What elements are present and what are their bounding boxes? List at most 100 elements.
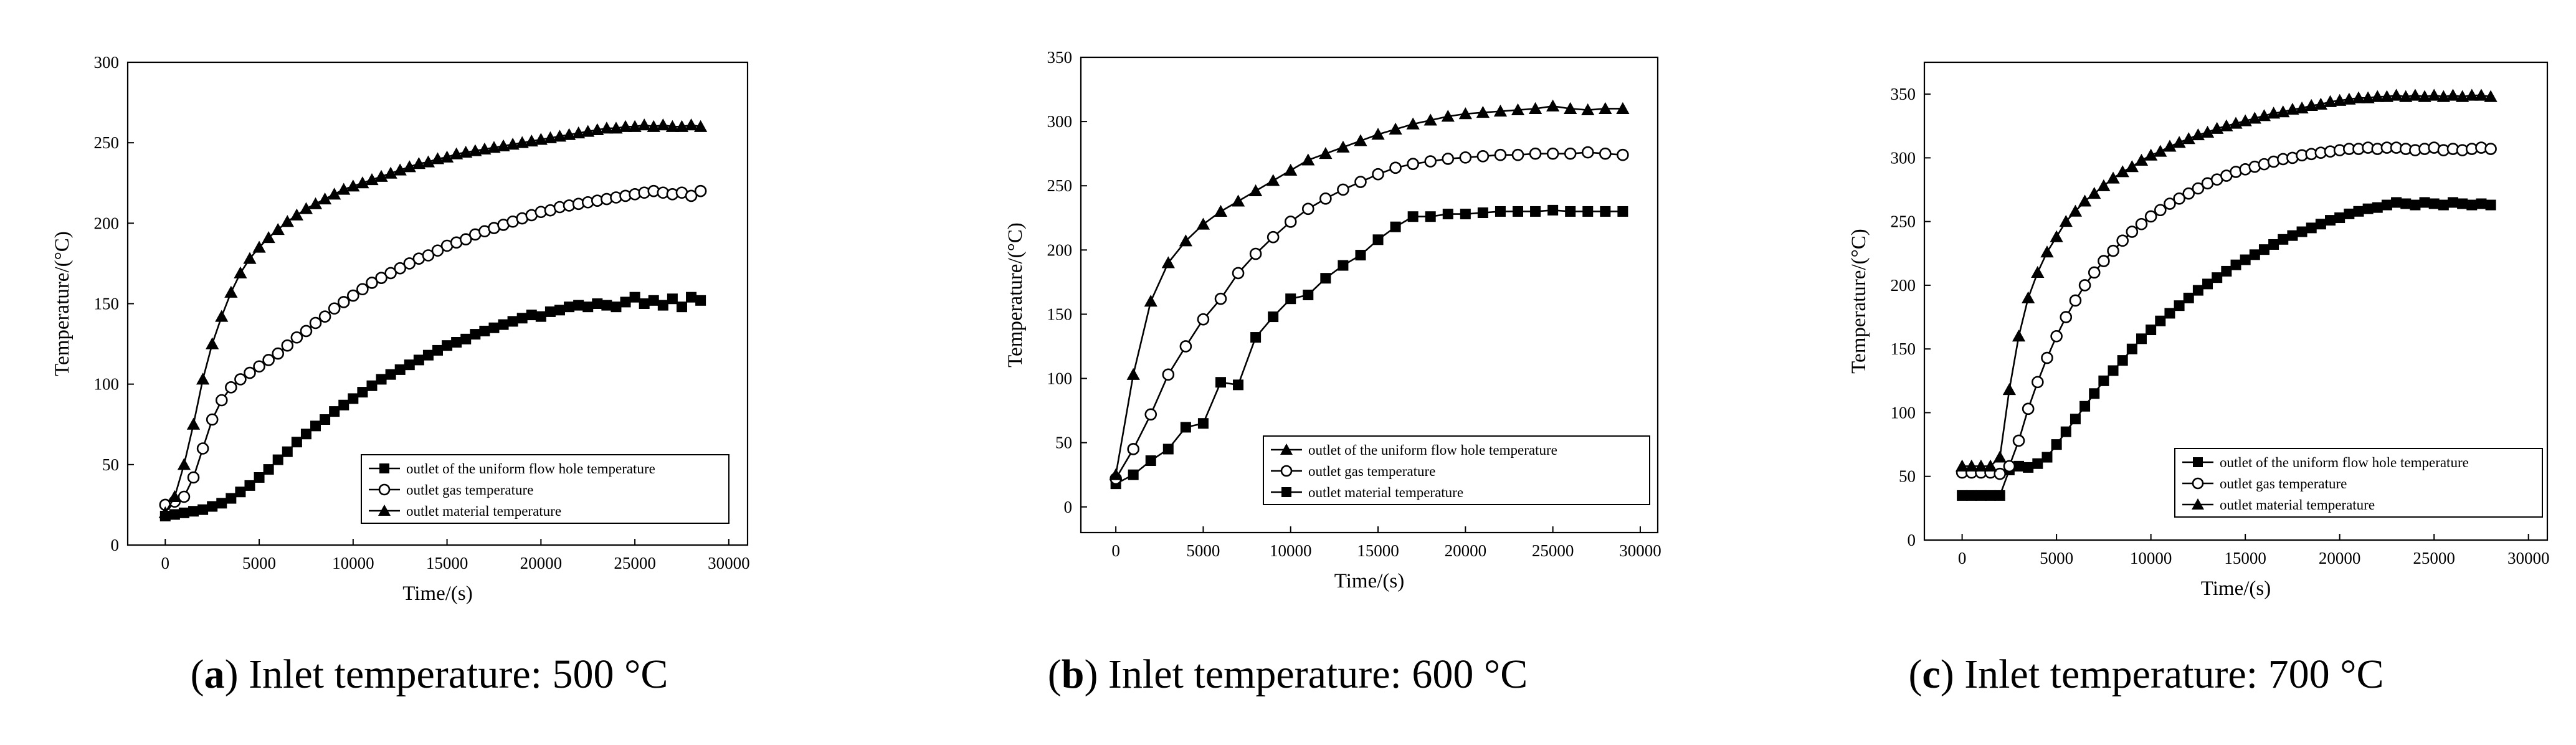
data-point xyxy=(581,125,595,137)
data-point xyxy=(1214,204,1228,217)
data-point xyxy=(600,121,614,134)
data-point xyxy=(1162,444,1174,455)
data-point xyxy=(2078,194,2092,207)
data-point xyxy=(1285,293,1296,305)
data-point xyxy=(619,120,632,132)
data-point xyxy=(1267,174,1280,186)
data-point xyxy=(207,501,218,512)
data-point xyxy=(422,349,434,361)
data-point xyxy=(648,295,659,306)
data-point xyxy=(1389,122,1402,135)
data-point xyxy=(487,141,501,153)
data-point xyxy=(1267,230,1280,244)
data-point xyxy=(2155,315,2166,326)
data-point xyxy=(2172,136,2186,148)
data-point xyxy=(2144,148,2158,161)
legend-b: outlet of the uniform flow hole temperat… xyxy=(1263,435,1650,505)
y-tick-label: 250 xyxy=(1891,212,1916,231)
data-point xyxy=(1303,290,1314,300)
data-point xyxy=(2476,198,2487,209)
series-a-0 xyxy=(159,292,706,521)
data-point xyxy=(2059,215,2073,227)
data-point xyxy=(1372,234,1384,245)
data-point xyxy=(291,437,302,448)
data-point xyxy=(226,493,237,504)
data-point xyxy=(1319,192,1332,205)
x-tick-label: 25000 xyxy=(1532,541,1574,560)
data-point xyxy=(1460,209,1471,220)
data-point xyxy=(693,120,708,132)
data-point xyxy=(2069,294,2082,307)
legend-marker xyxy=(379,463,389,473)
data-point xyxy=(656,118,670,131)
data-point xyxy=(2333,93,2347,106)
data-point xyxy=(2125,160,2139,173)
data-point xyxy=(2266,107,2281,119)
data-point xyxy=(2068,204,2083,217)
data-point xyxy=(526,310,537,321)
x-tick-label: 30000 xyxy=(1619,541,1661,560)
data-point xyxy=(1511,103,1525,116)
data-point xyxy=(460,333,472,344)
data-point xyxy=(2352,91,2365,103)
data-point xyxy=(1145,455,1156,467)
data-point xyxy=(2362,203,2374,214)
data-point xyxy=(310,420,321,432)
series-b-2 xyxy=(1109,99,1630,480)
data-point xyxy=(178,507,189,518)
data-point xyxy=(459,233,472,245)
legend-label: outlet material temperature xyxy=(1308,485,1463,500)
data-point xyxy=(2089,388,2100,399)
data-point xyxy=(2304,98,2318,112)
data-point xyxy=(2174,300,2185,311)
data-point xyxy=(2050,330,2063,343)
data-point xyxy=(440,150,454,163)
data-point xyxy=(1955,459,1969,472)
data-point xyxy=(337,296,350,308)
data-point xyxy=(2391,197,2402,208)
data-point xyxy=(1529,147,1542,160)
data-point xyxy=(515,136,529,148)
data-point xyxy=(2446,88,2460,101)
data-point xyxy=(573,300,584,311)
data-point xyxy=(320,414,331,425)
data-point xyxy=(375,272,387,284)
data-point xyxy=(2003,460,2016,473)
data-point xyxy=(1546,99,1560,112)
series-c-0 xyxy=(1957,197,2496,501)
data-point xyxy=(1319,147,1333,159)
data-point xyxy=(2012,434,2025,447)
data-point xyxy=(384,267,397,280)
x-tick-label: 0 xyxy=(161,554,170,572)
data-point xyxy=(1993,450,2007,463)
data-point xyxy=(1617,148,1629,161)
data-point xyxy=(2286,103,2299,115)
data-point xyxy=(1425,211,1436,222)
caption-a-letter: a xyxy=(204,652,225,697)
data-point xyxy=(272,454,283,465)
x-tick-label: 10000 xyxy=(332,554,374,572)
data-point xyxy=(2240,254,2251,265)
plot-frame-b xyxy=(1080,56,1659,534)
legend-c: outlet of the uniform flow hole temperat… xyxy=(2174,448,2543,518)
y-tick-label: 150 xyxy=(94,295,120,313)
data-point xyxy=(516,313,528,324)
data-point xyxy=(1128,469,1139,480)
data-point xyxy=(366,277,378,289)
y-tick-label: 200 xyxy=(1891,276,1916,295)
data-point xyxy=(2447,197,2458,208)
data-point xyxy=(2135,217,2148,230)
x-tick-label: 30000 xyxy=(708,554,750,572)
data-point xyxy=(2134,153,2149,166)
data-point xyxy=(253,360,265,373)
data-point xyxy=(337,183,351,195)
y-tick-label: 300 xyxy=(94,53,120,72)
data-point xyxy=(1127,443,1139,455)
data-point xyxy=(2370,90,2384,102)
y-axis-label: Temperature/(°C) xyxy=(1848,229,1870,374)
data-point xyxy=(488,322,500,333)
x-axis-label: Time/(s) xyxy=(1334,570,1404,592)
data-point xyxy=(2399,90,2413,102)
data-point xyxy=(1965,459,1979,472)
data-point xyxy=(1476,106,1490,118)
